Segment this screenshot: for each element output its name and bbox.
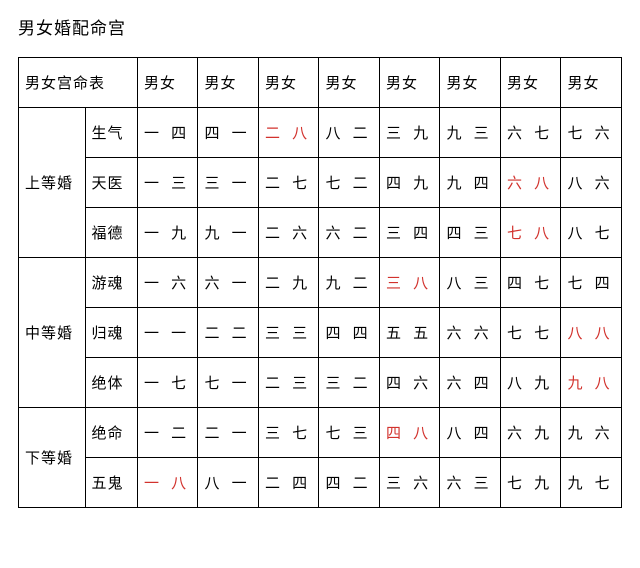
header-col: 男女 (319, 58, 380, 108)
value-cell: 七 六 (561, 108, 622, 158)
value-cell: 四 二 (319, 458, 380, 508)
value-cell: 二 九 (258, 258, 319, 308)
row-label: 生气 (85, 108, 137, 158)
value-cell: 七 一 (198, 358, 259, 408)
value-cell: 六 四 (440, 358, 501, 408)
value-cell: 二 二 (198, 308, 259, 358)
row-label: 绝命 (85, 408, 137, 458)
value-cell: 六 六 (440, 308, 501, 358)
value-cell: 一 四 (137, 108, 198, 158)
value-cell: 三 四 (379, 208, 440, 258)
value-cell: 四 八 (379, 408, 440, 458)
value-cell: 六 七 (500, 108, 561, 158)
value-cell: 二 六 (258, 208, 319, 258)
value-cell: 九 一 (198, 208, 259, 258)
grade-label: 中等婚 (19, 258, 86, 408)
value-cell: 四 一 (198, 108, 259, 158)
value-cell: 八 七 (561, 208, 622, 258)
value-cell: 一 七 (137, 358, 198, 408)
row-label: 游魂 (85, 258, 137, 308)
value-cell: 七 九 (500, 458, 561, 508)
value-cell: 三 六 (379, 458, 440, 508)
value-cell: 七 七 (500, 308, 561, 358)
value-cell: 八 九 (500, 358, 561, 408)
header-col: 男女 (137, 58, 198, 108)
value-cell: 七 八 (500, 208, 561, 258)
row-label: 天医 (85, 158, 137, 208)
value-cell: 七 二 (319, 158, 380, 208)
value-cell: 六 二 (319, 208, 380, 258)
grade-label: 上等婚 (19, 108, 86, 258)
value-cell: 一 九 (137, 208, 198, 258)
value-cell: 二 四 (258, 458, 319, 508)
value-cell: 八 六 (561, 158, 622, 208)
value-cell: 一 八 (137, 458, 198, 508)
value-cell: 九 六 (561, 408, 622, 458)
value-cell: 三 九 (379, 108, 440, 158)
value-cell: 四 六 (379, 358, 440, 408)
row-label: 五鬼 (85, 458, 137, 508)
value-cell: 九 七 (561, 458, 622, 508)
value-cell: 四 四 (319, 308, 380, 358)
value-cell: 八 四 (440, 408, 501, 458)
value-cell: 八 三 (440, 258, 501, 308)
value-cell: 一 一 (137, 308, 198, 358)
value-cell: 六 八 (500, 158, 561, 208)
fate-table: 男女宫命表男女男女男女男女男女男女男女男女上等婚生气一 四四 一二 八八 二三 … (18, 57, 622, 508)
row-label: 福德 (85, 208, 137, 258)
value-cell: 三 三 (258, 308, 319, 358)
value-cell: 三 八 (379, 258, 440, 308)
value-cell: 九 四 (440, 158, 501, 208)
value-cell: 六 九 (500, 408, 561, 458)
row-label: 绝体 (85, 358, 137, 408)
header-corner: 男女宫命表 (19, 58, 138, 108)
value-cell: 八 八 (561, 308, 622, 358)
value-cell: 三 二 (319, 358, 380, 408)
value-cell: 九 二 (319, 258, 380, 308)
value-cell: 六 三 (440, 458, 501, 508)
header-col: 男女 (561, 58, 622, 108)
value-cell: 六 一 (198, 258, 259, 308)
value-cell: 二 八 (258, 108, 319, 158)
value-cell: 七 四 (561, 258, 622, 308)
value-cell: 一 三 (137, 158, 198, 208)
header-col: 男女 (440, 58, 501, 108)
value-cell: 一 六 (137, 258, 198, 308)
value-cell: 四 九 (379, 158, 440, 208)
value-cell: 八 一 (198, 458, 259, 508)
value-cell: 八 二 (319, 108, 380, 158)
header-col: 男女 (500, 58, 561, 108)
value-cell: 五 五 (379, 308, 440, 358)
grade-label: 下等婚 (19, 408, 86, 508)
value-cell: 四 三 (440, 208, 501, 258)
value-cell: 九 八 (561, 358, 622, 408)
page-title: 男女婚配命宫 (18, 14, 622, 39)
value-cell: 二 七 (258, 158, 319, 208)
value-cell: 三 七 (258, 408, 319, 458)
header-col: 男女 (379, 58, 440, 108)
value-cell: 三 一 (198, 158, 259, 208)
header-col: 男女 (258, 58, 319, 108)
value-cell: 七 三 (319, 408, 380, 458)
row-label: 归魂 (85, 308, 137, 358)
value-cell: 九 三 (440, 108, 501, 158)
value-cell: 一 二 (137, 408, 198, 458)
value-cell: 二 一 (198, 408, 259, 458)
header-col: 男女 (198, 58, 259, 108)
value-cell: 四 七 (500, 258, 561, 308)
value-cell: 二 三 (258, 358, 319, 408)
